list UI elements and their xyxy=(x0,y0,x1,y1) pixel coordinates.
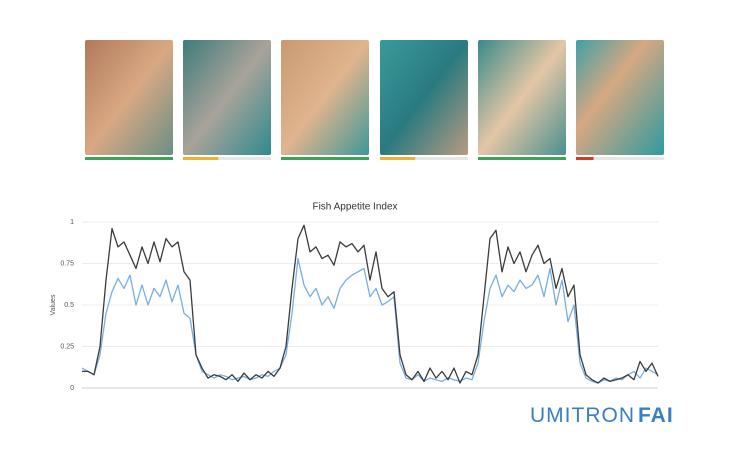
thumbnail-image xyxy=(576,40,664,155)
indicator-bar xyxy=(380,157,416,160)
indicator-bar xyxy=(281,157,369,160)
logo-product: FAI xyxy=(638,404,674,427)
chart-title: Fish Appetite Index xyxy=(312,202,397,213)
y-tick-label: 0.5 xyxy=(64,302,74,309)
logo: UMITRON FAI xyxy=(530,404,674,427)
logo-brand: UMITRON xyxy=(530,404,635,427)
y-tick-label: 0.25 xyxy=(60,343,74,350)
thumbnail-image xyxy=(85,40,173,155)
thumbnail-image xyxy=(478,40,566,155)
thumbnail-image xyxy=(183,40,271,155)
indicator-bar xyxy=(183,157,219,160)
indicator-track xyxy=(380,157,468,160)
y-tick-label: 0 xyxy=(70,385,74,392)
indicator-track xyxy=(183,157,271,160)
indicator-bar xyxy=(478,157,566,160)
series-line xyxy=(81,257,659,384)
thumbnail-image xyxy=(281,40,369,155)
y-tick-label: 1 xyxy=(70,219,74,226)
indicator-bar xyxy=(576,157,594,160)
y-tick-label: 0.75 xyxy=(60,260,74,267)
indicator-track xyxy=(576,157,664,160)
series-line xyxy=(82,224,659,384)
y-axis-label: Values xyxy=(50,294,57,315)
indicator-bar xyxy=(85,157,173,160)
thumbnail-image xyxy=(380,40,468,155)
